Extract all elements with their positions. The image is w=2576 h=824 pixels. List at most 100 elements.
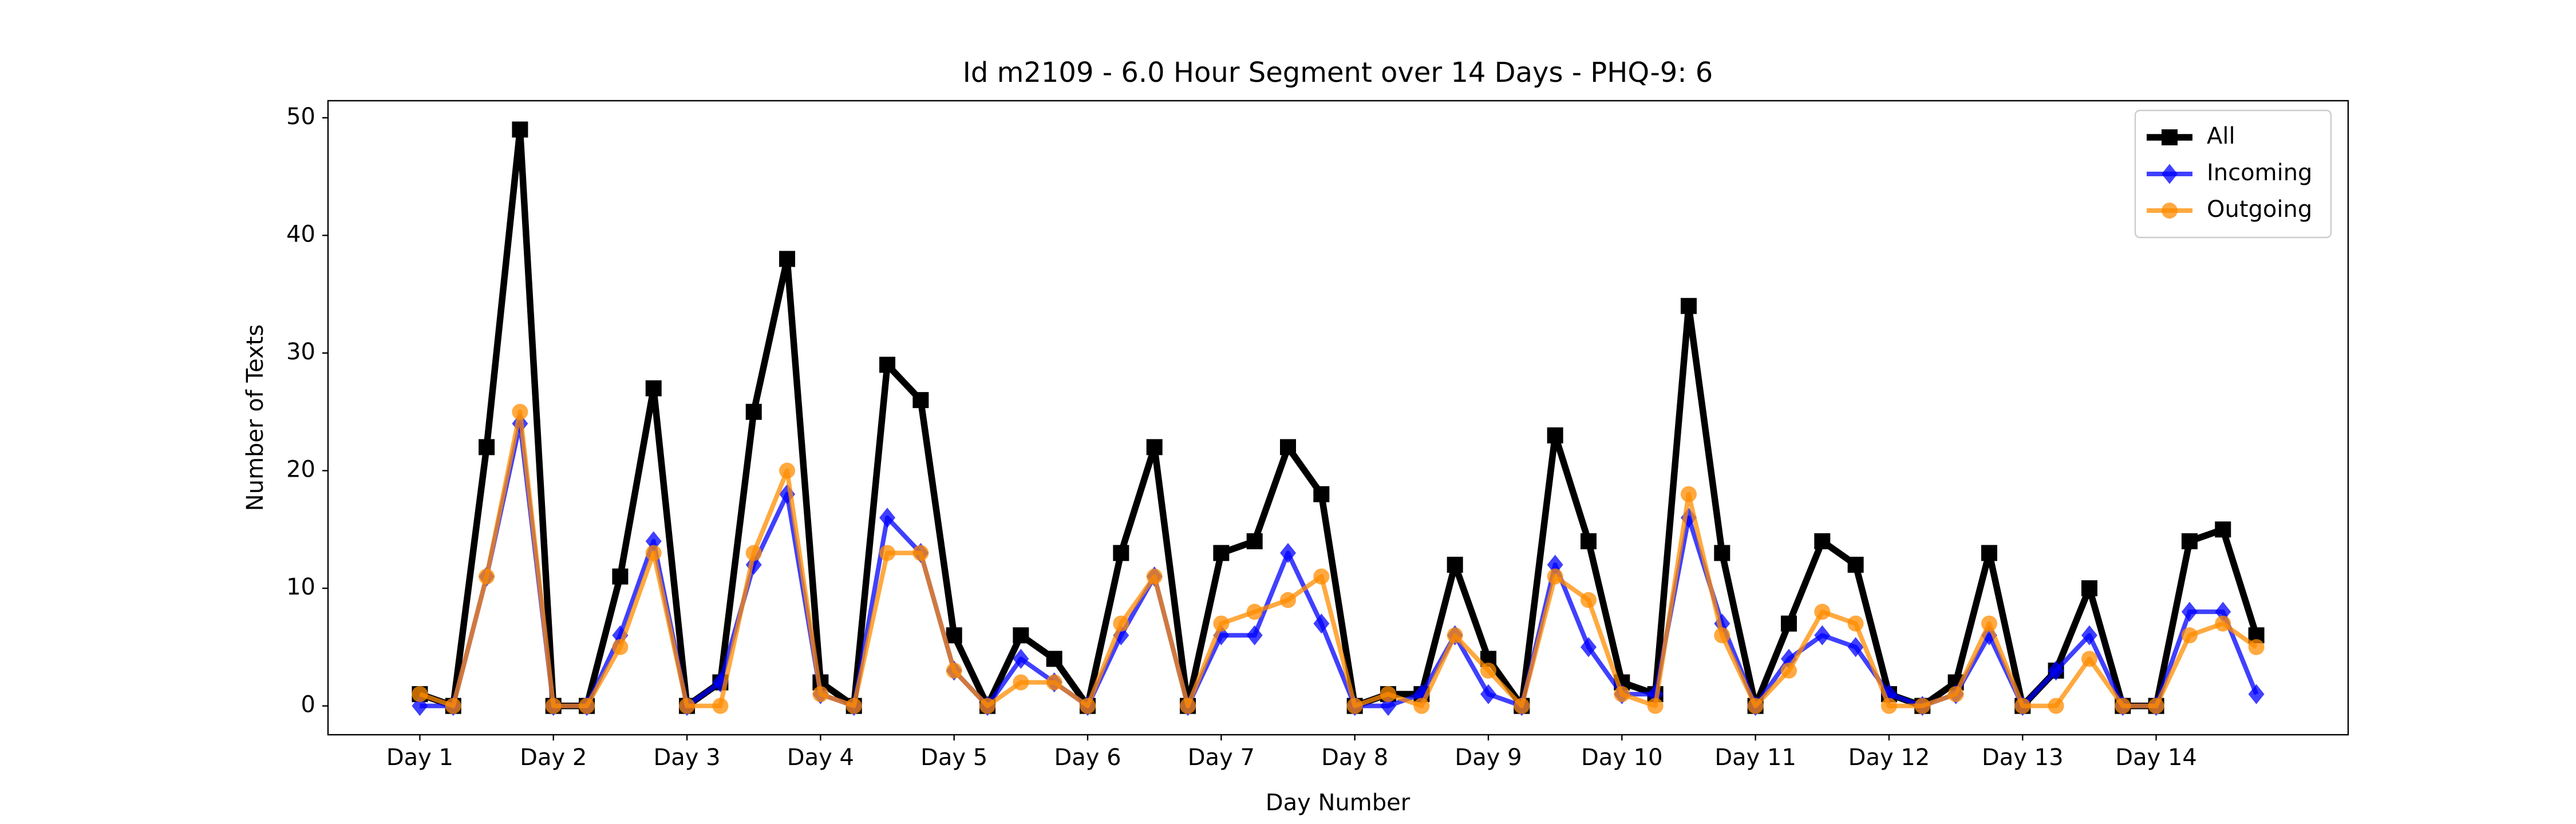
marker [1113,545,1129,561]
marker [1680,486,1697,502]
series-2 [412,403,2265,714]
marker [2048,660,2064,681]
marker [1080,698,1096,714]
marker [1246,604,1263,620]
chart-title: Id m2109 - 6.0 Hour Segment over 14 Days… [963,57,1713,89]
marker [412,686,428,703]
marker [712,698,729,714]
legend-label: Incoming [2207,160,2312,186]
legend-marker [2162,129,2178,145]
x-axis-label: Day Number [1266,790,1411,816]
y-tick-label: 10 [286,574,315,600]
marker [2248,639,2265,655]
marker [1714,627,1730,644]
marker [912,392,929,409]
x-tick-label: Day 8 [1321,744,1388,771]
marker [1780,662,1797,679]
legend-label: All [2207,123,2235,149]
marker [1947,686,1964,703]
marker [879,356,896,373]
marker [1814,533,1831,549]
marker [1814,604,1831,620]
marker [1880,698,1897,714]
marker [1447,556,1463,573]
marker [1046,674,1062,691]
marker [1647,698,1664,714]
legend-marker [2162,164,2178,184]
marker [1013,627,1029,644]
marker [612,568,629,585]
marker [1313,613,1330,634]
marker [912,545,929,561]
legend-box [2134,109,2332,239]
marker [1547,427,1563,443]
marker [1714,545,1730,561]
marker [2181,533,2198,549]
x-tick-label: Day 10 [1581,744,1663,771]
marker [745,403,762,420]
marker [2215,615,2231,632]
marker [645,380,662,397]
marker [1580,533,1597,549]
x-tick-label: Day 12 [1848,744,1930,771]
marker [1981,545,1997,561]
marker [1113,615,1129,632]
plot-frame [327,100,2349,736]
marker [1747,698,1764,714]
y-tick-label: 50 [286,104,315,130]
marker [512,403,528,420]
marker [1280,439,1297,455]
marker [512,121,528,138]
x-tick-label: Day 3 [653,744,720,771]
marker [1313,486,1330,502]
marker [2081,651,2097,667]
marker [679,698,696,714]
legend-label: Outgoing [2207,196,2312,223]
marker [1480,662,1496,679]
marker [1180,698,1196,714]
marker [1814,625,1831,645]
marker [2248,684,2265,704]
marker [1246,625,1263,645]
marker [1146,568,1163,585]
y-axis-label: Number of Texts [242,324,268,511]
x-tick-label: Day 4 [787,744,854,771]
marker [2148,698,2164,714]
x-tick-label: Day 11 [1714,744,1796,771]
x-tick-label: Day 1 [386,744,453,771]
marker [2014,698,2031,714]
marker [1914,698,1931,714]
marker [812,686,829,703]
marker [1246,533,1263,549]
marker [1580,592,1597,608]
x-tick-label: Day 9 [1455,744,1522,771]
y-tick-label: 0 [301,692,315,718]
marker [612,639,629,655]
marker [779,462,796,479]
marker [946,662,962,679]
marker [2048,698,2064,714]
marker [445,698,461,714]
marker [1313,568,1330,585]
x-tick-label: Day 2 [520,744,587,771]
legend-marker [2162,203,2178,219]
marker [2215,521,2231,538]
marker [645,545,662,561]
y-tick-label: 30 [286,339,315,365]
legend: All Incoming Outgoing [2134,109,2332,239]
marker [779,251,796,267]
marker [1614,686,1630,703]
x-tick-label: Day 6 [1054,744,1121,771]
x-tick-label: Day 7 [1188,744,1255,771]
marker [2081,625,2097,645]
x-tick-label: Day 5 [920,744,987,771]
marker [479,439,495,455]
marker [1847,637,1864,657]
marker [1447,627,1463,644]
marker [2181,627,2198,644]
y-tick-label: 20 [286,457,315,483]
marker [1514,698,1530,714]
marker [545,698,562,714]
marker [1380,686,1396,703]
